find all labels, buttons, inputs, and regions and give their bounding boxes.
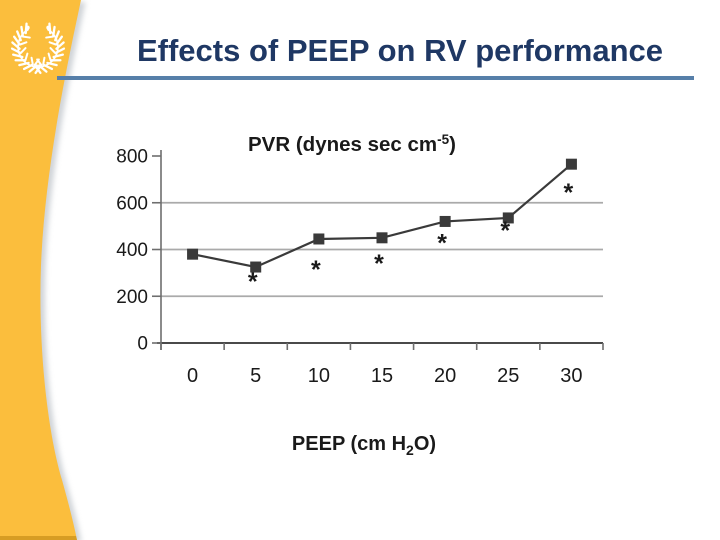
significance-asterisk: *	[500, 217, 510, 245]
sidebar-accent	[0, 0, 86, 540]
data-point-marker	[376, 232, 388, 244]
data-point-marker	[313, 233, 325, 245]
significance-asterisk: *	[564, 179, 574, 207]
laurel-bud	[46, 25, 51, 30]
significance-asterisk: *	[374, 250, 384, 278]
laurel-leaf	[49, 47, 57, 54]
laurel-leaf	[42, 56, 46, 66]
x-axis-tick-label: 20	[434, 365, 456, 387]
x-axis-tick-label: 15	[371, 365, 393, 387]
sidebar-shape	[0, 0, 81, 540]
chart-title: PVR (dynes sec cm-5)	[248, 132, 456, 156]
x-axis-title: PEEP (cm H2O)	[292, 433, 436, 458]
data-point-marker	[439, 215, 451, 227]
laurel-leaf	[24, 52, 29, 61]
slide-title: Effects of PEEP on RV performance	[136, 33, 663, 68]
laurel-leaf	[22, 35, 31, 39]
data-point-marker	[565, 158, 577, 170]
laurel-branch	[17, 28, 42, 68]
laurel-leaf	[19, 41, 28, 46]
laurel-leaf	[47, 52, 52, 61]
data-point-marker	[250, 261, 262, 273]
significance-asterisk: *	[248, 268, 258, 296]
laurel-branch	[34, 28, 59, 68]
significance-asterisk: *	[311, 256, 321, 284]
y-axis-tick-label: 600	[116, 193, 148, 214]
data-point-marker	[502, 212, 514, 224]
significance-asterisk: *	[437, 229, 447, 257]
x-axis-tick-label: 5	[250, 365, 261, 387]
y-axis-tick-label: 200	[116, 287, 148, 308]
y-axis-tick-label: 0	[137, 334, 148, 355]
laurel-leaf	[30, 56, 34, 66]
x-axis-tick-label: 30	[560, 365, 582, 387]
y-axis-tick-label: 400	[116, 240, 148, 261]
laurel-leaf	[48, 41, 57, 46]
x-axis-tick-label: 10	[308, 365, 330, 387]
x-axis-tick-label: 25	[497, 365, 519, 387]
laurel-leaf	[45, 35, 54, 39]
laurel-leaf	[36, 58, 43, 66]
title-underline	[57, 76, 694, 80]
data-point-marker	[187, 248, 199, 260]
sidebar-bottom-edge	[0, 536, 77, 540]
laurel-leaf	[19, 47, 27, 54]
x-axis-tick-label: 0	[187, 365, 198, 387]
y-axis-tick-label: 800	[116, 147, 148, 168]
laurel-bud	[25, 25, 30, 30]
laurel-wreath-icon	[10, 22, 66, 75]
